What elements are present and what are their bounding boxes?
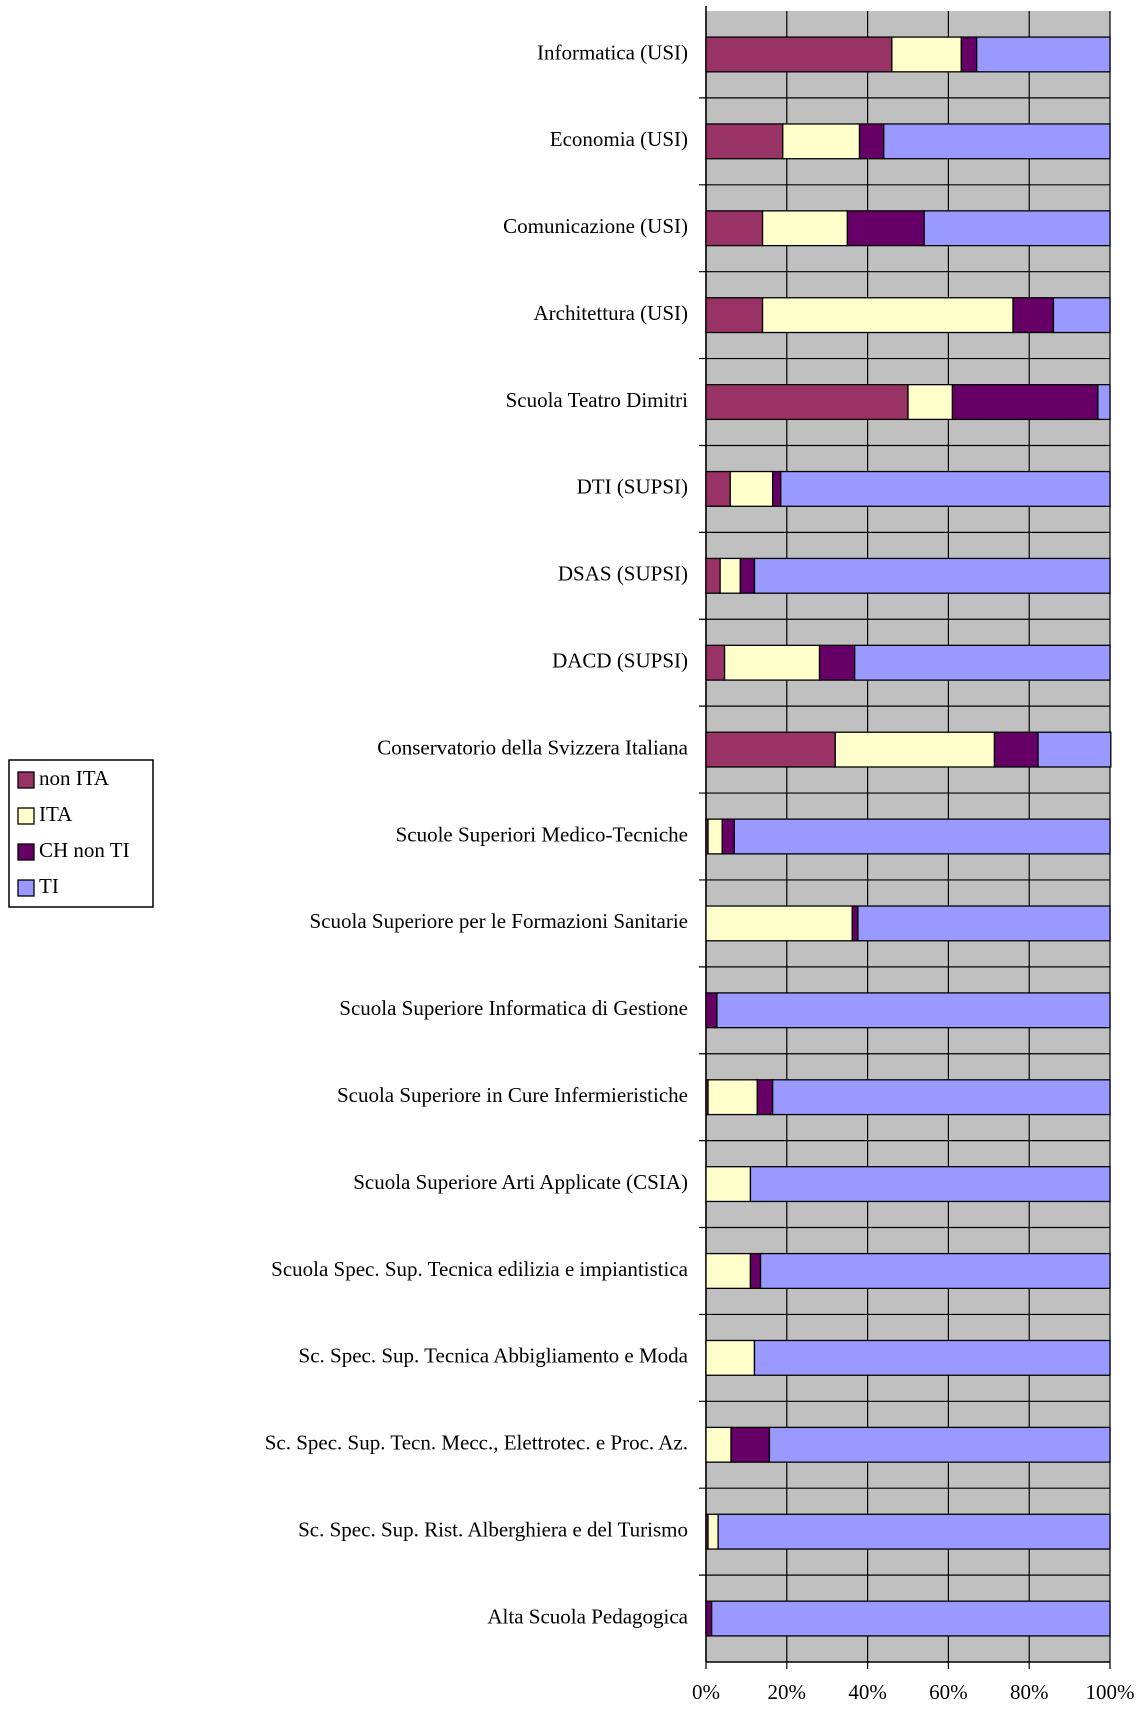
legend-label: CH non TI [39,838,130,862]
bar-segment [768,1426,1111,1463]
bar-segment [883,123,1111,160]
bar-segment [846,210,925,247]
bar-segment [753,557,1111,594]
legend-swatch [17,843,35,861]
bar-segment [730,1426,771,1463]
bar-segment [711,1600,1111,1637]
x-tick-label: 100% [1086,1680,1135,1704]
bar-segment [857,905,1111,942]
bar-segment [780,470,1111,507]
bar-segment [782,123,861,160]
bar-segment [723,644,821,681]
bar-segment [923,210,1111,247]
bar-segment [705,992,718,1029]
bar-segment [707,1079,758,1116]
bar-segment [1097,383,1111,421]
y-tick-label: Sc. Spec. Sup. Tecnica Abbigliamento e M… [299,1344,689,1368]
bar-segment [705,1252,752,1290]
legend-swatch [17,771,35,789]
bar-segment [759,1252,1111,1290]
bar-segment [705,297,764,334]
y-tick-label: Alta Scuola Pedagogica [487,1604,688,1628]
bar-segment [705,470,731,507]
y-tick-label: DACD (SUPSI) [552,649,688,673]
y-tick-label: Scuole Superiori Medico-Tecniche [396,822,688,846]
x-tick-label: 20% [768,1680,807,1704]
bar-segment [705,383,909,421]
y-tick-label: Scuola Superiore Informatica di Gestione [339,996,688,1020]
y-tick-label: DSAS (SUPSI) [558,562,688,586]
bar-segment [705,644,726,681]
bar-segment [858,123,885,160]
bar-segment [834,731,996,768]
bar-segment [851,905,859,942]
bar-segment [716,992,1111,1029]
bar-segment [705,1339,756,1376]
bar-segment [976,36,1111,73]
bar-segment [705,210,764,247]
bar-segment [733,818,1111,855]
bar-segment [756,1079,774,1116]
bar-segment [749,1166,1111,1203]
y-tick-label: Scuola Teatro Dimitri [506,388,689,412]
x-tick-label: 80% [1010,1680,1049,1704]
y-tick-label: DTI (SUPSI) [577,475,688,499]
y-tick-label: Comunicazione (USI) [503,214,688,238]
y-tick-label: Scuola Spec. Sup. Tecnica edilizia e imp… [271,1257,689,1281]
bar-segment [749,1252,762,1290]
bar-segment [854,644,1111,681]
bar-segment [1052,297,1111,334]
legend-label: TI [39,874,59,898]
bar-segment [761,297,1014,334]
bar-segment [729,470,774,507]
bar-segment [907,383,954,421]
bar-segment [951,383,1099,421]
bar-segment [717,1513,1111,1550]
bar-segment [705,36,893,73]
bar-segment [705,1600,713,1637]
legend-label: non ITA [39,766,110,790]
y-tick-label: Scuola Superiore per le Formazioni Sanit… [310,909,688,933]
y-tick-label: Architettura (USI) [533,301,688,325]
bar-segment [705,1166,752,1203]
bar-segment [705,557,721,594]
bar-segment [705,123,784,160]
y-tick-label: Sc. Spec. Sup. Tecn. Mecc., Elettrotec. … [265,1431,688,1455]
bar-segment [753,1339,1111,1376]
bar-segment [739,557,756,594]
bar-segment [705,731,836,768]
bar-segment [719,557,741,594]
bar-segment [761,210,849,247]
bar-segment [772,470,782,507]
x-tick-label: 0% [692,1680,720,1704]
bar-segment [707,818,723,855]
x-tick-label: 40% [848,1680,887,1704]
bar-segment [818,644,856,681]
bar-segment [707,1513,719,1550]
bar-segment [721,818,735,855]
legend-swatch [17,879,35,897]
y-tick-label: Economia (USI) [550,127,688,151]
bar-segment [705,905,853,942]
bar-segment [891,36,962,73]
bar-segment [1012,297,1055,334]
y-tick-label: Scuola Superiore in Cure Infermieristich… [337,1083,688,1107]
bar-segment [1037,731,1112,768]
bar-segment [960,36,978,73]
x-tick-label: 60% [929,1680,968,1704]
bar-segment [705,1426,732,1463]
y-tick-label: Scuola Superiore Arti Applicate (CSIA) [353,1170,688,1194]
legend-label: ITA [39,802,73,826]
y-tick-label: Conservatorio della Svizzera Italiana [377,735,688,759]
y-tick-label: Sc. Spec. Sup. Rist. Alberghiera e del T… [298,1517,688,1541]
bar-segment [772,1079,1111,1116]
legend-swatch [17,807,35,825]
y-tick-label: Informatica (USI) [537,40,688,64]
bar-segment [993,731,1039,768]
